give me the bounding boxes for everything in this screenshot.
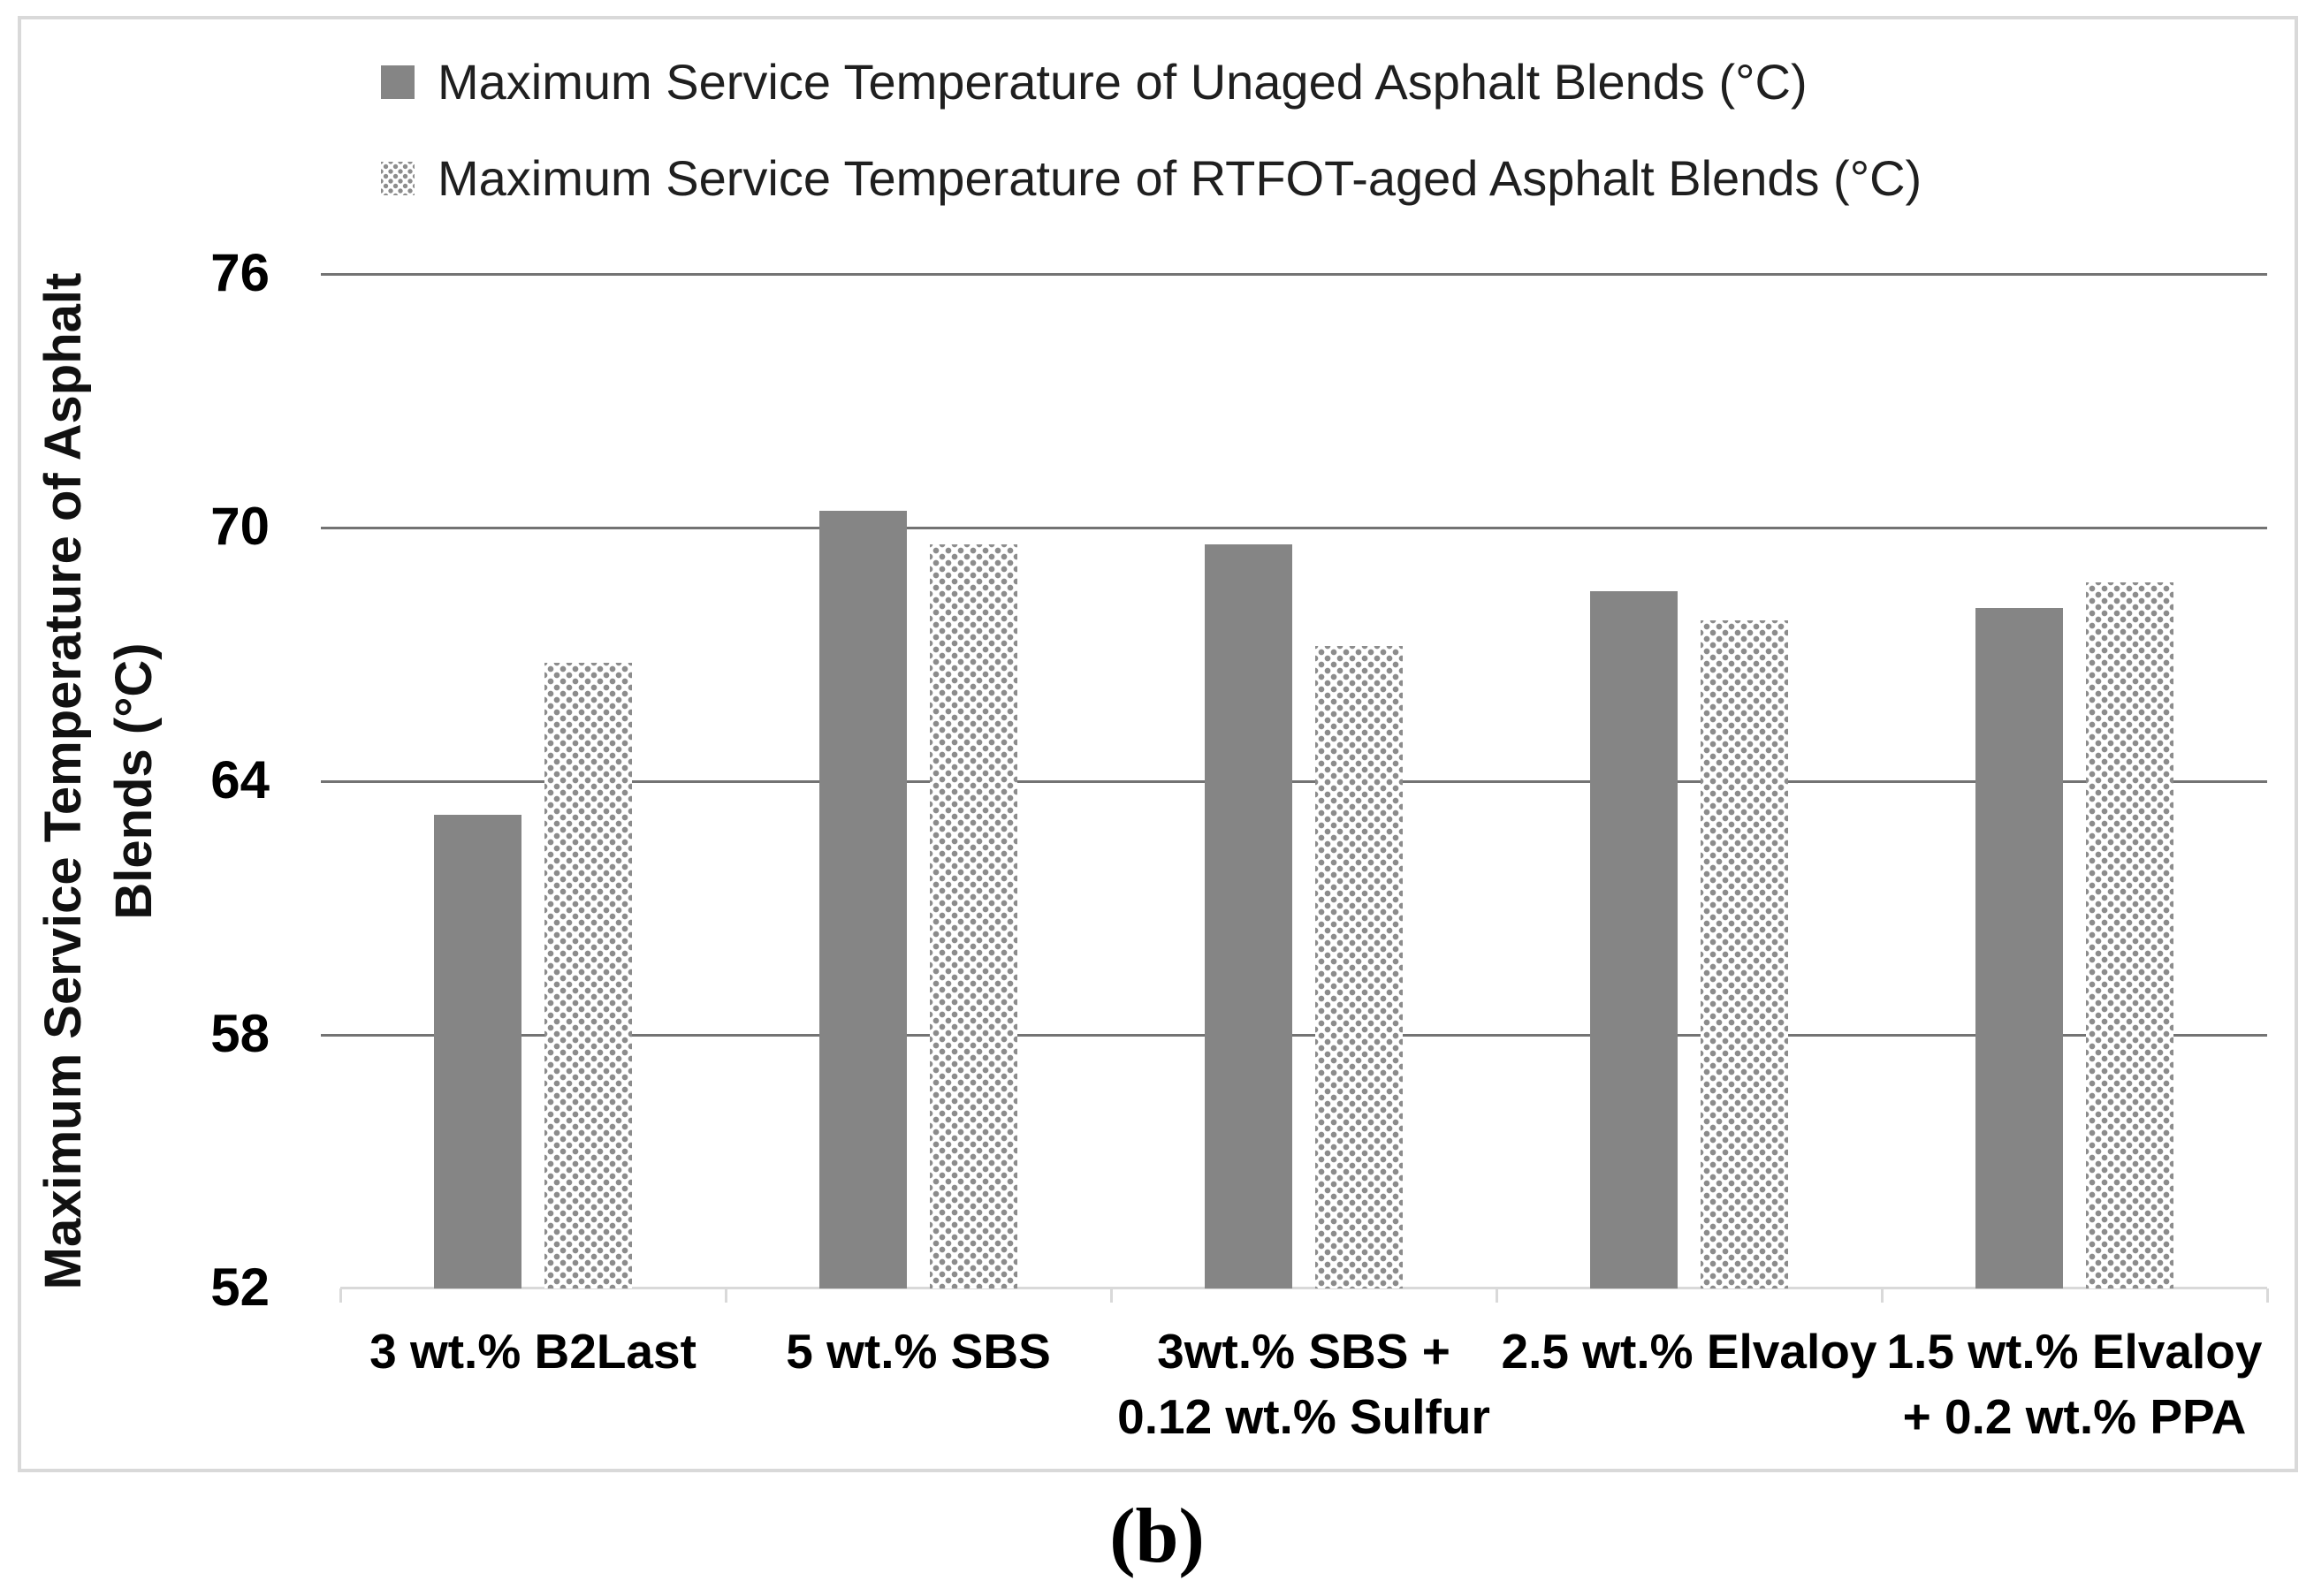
x-category-label-1: 5 wt.% SBS (689, 1319, 1148, 1384)
x-category-label-line: 2.5 wt.% Elvaloy (1501, 1324, 1877, 1379)
legend-swatch-solid-icon (381, 65, 415, 99)
legend-label-rtfot: Maximum Service Temperature of RTFOT-age… (438, 150, 1922, 206)
x-category-label-3: 2.5 wt.% Elvaloy (1459, 1319, 1919, 1384)
x-axis-boundary-tick (2265, 1288, 2269, 1303)
x-category-label-line: 1.5 wt.% Elvaloy (1886, 1324, 2263, 1379)
x-category-label-line: 3wt.% SBS + (1157, 1324, 1450, 1379)
x-category-label-line: + 0.2 wt.% PPA (1902, 1389, 2247, 1444)
y-axis-tick-58 (321, 1033, 340, 1037)
bar-unaged-1 (819, 510, 907, 1288)
x-category-label-2: 3wt.% SBS + 0.12 wt.% Sulfur (1074, 1319, 1534, 1449)
y-tick-label-64: 64 (210, 750, 270, 809)
bar-rtfot-4 (2086, 582, 2173, 1288)
bar-rtfot-3 (1701, 620, 1788, 1288)
bar-rtfot-2 (1315, 645, 1403, 1288)
x-axis-boundary-tick (1880, 1288, 1884, 1303)
bar-unaged-2 (1205, 544, 1292, 1288)
gridline-76 (340, 272, 2267, 276)
legend: Maximum Service Temperature of Unaged As… (381, 53, 1922, 246)
x-category-label-line: 5 wt.% SBS (786, 1324, 1051, 1379)
y-tick-label-52: 52 (210, 1258, 270, 1317)
y-tick-label-70: 70 (210, 497, 270, 556)
x-category-label-4: 1.5 wt.% Elvaloy + 0.2 wt.% PPA (1845, 1319, 2304, 1449)
bar-unaged-3 (1590, 590, 1678, 1288)
bar-rtfot-0 (544, 663, 632, 1288)
bar-unaged-0 (434, 815, 521, 1288)
bar-unaged-4 (1975, 607, 2063, 1288)
x-category-label-line: 3 wt.% B2Last (369, 1324, 696, 1379)
x-axis-boundary-tick (1495, 1288, 1498, 1303)
legend-label-unaged: Maximum Service Temperature of Unaged As… (438, 54, 1808, 110)
y-axis-tick-70 (321, 526, 340, 529)
x-axis-boundary-tick (339, 1288, 342, 1303)
x-axis-boundary-tick (1109, 1288, 1113, 1303)
figure-caption: (b) (1109, 1493, 1205, 1579)
y-axis-tick-76 (321, 272, 340, 276)
x-category-label-0: 3 wt.% B2Last (303, 1319, 763, 1384)
y-tick-label-76: 76 (210, 243, 270, 302)
x-axis-line (340, 1287, 2267, 1289)
gridline-64 (340, 779, 2267, 783)
y-axis-title-line-1: Maximum Service Temperature of Asphalt (34, 272, 92, 1290)
gridline-70 (340, 526, 2267, 529)
y-axis-tick-64 (321, 779, 340, 783)
legend-item-rtfot: Maximum Service Temperature of RTFOT-age… (381, 149, 1922, 207)
legend-swatch-dotted-icon (381, 161, 415, 195)
bar-rtfot-1 (930, 544, 1017, 1288)
plot-area (321, 272, 2269, 1303)
x-category-label-line: 0.12 wt.% Sulfur (1117, 1389, 1490, 1444)
y-tick-label-58: 58 (210, 1004, 270, 1063)
figure-border (18, 16, 2298, 1472)
legend-item-unaged: Maximum Service Temperature of Unaged As… (381, 53, 1922, 110)
x-axis-boundary-tick (724, 1288, 727, 1303)
gridline-58 (340, 1033, 2267, 1037)
